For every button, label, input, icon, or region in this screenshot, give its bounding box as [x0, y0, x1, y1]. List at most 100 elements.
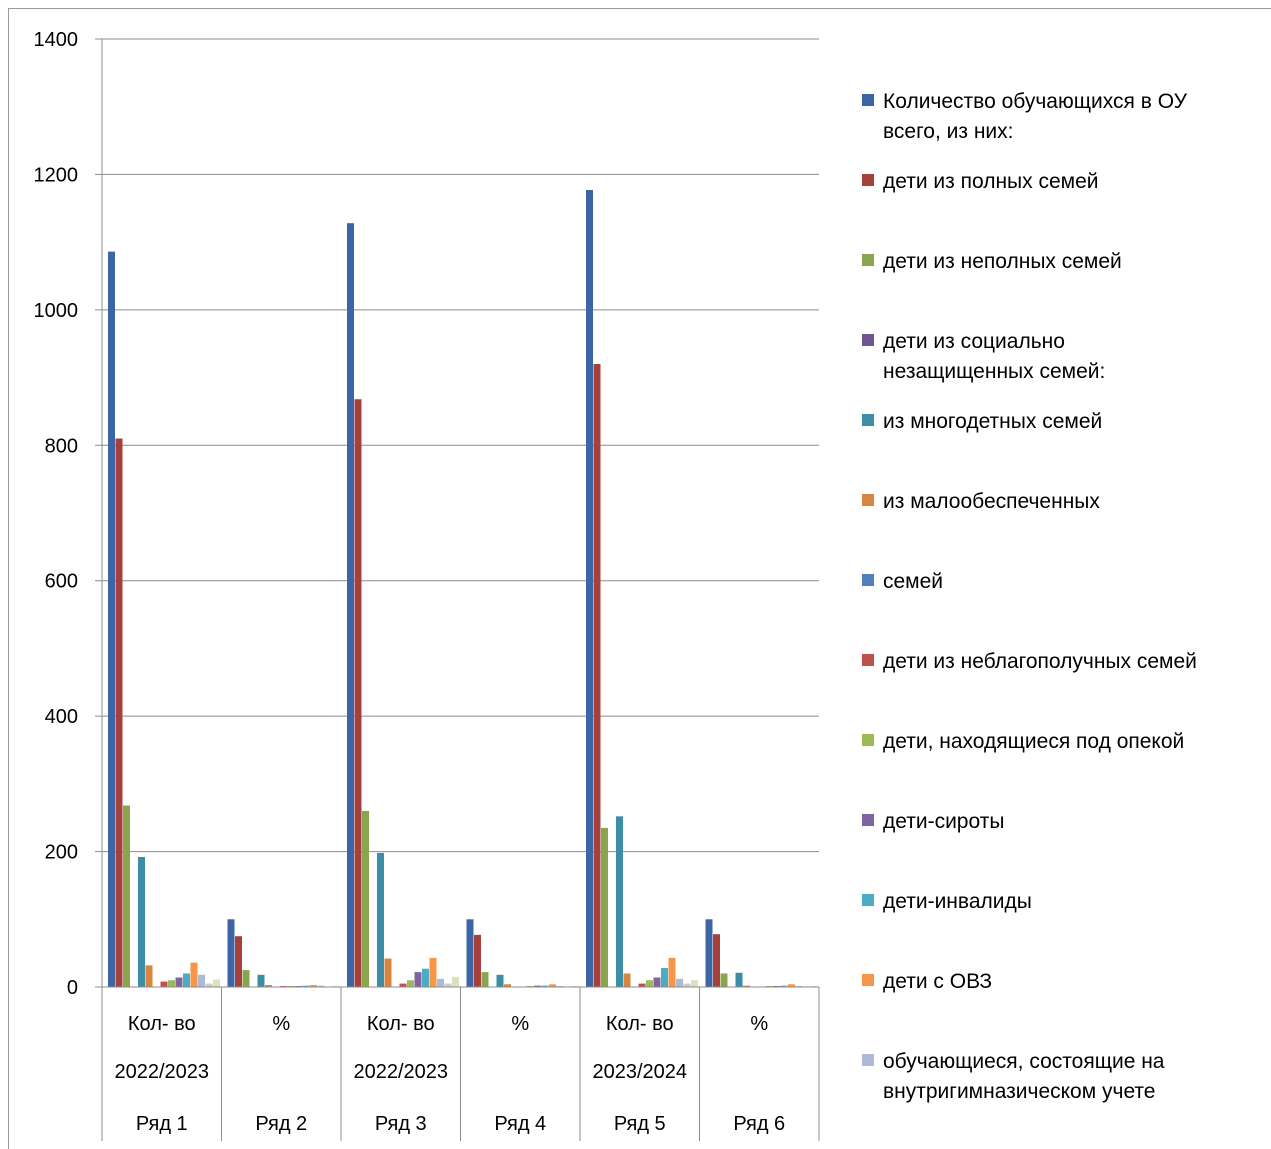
legend-label: дети из неблагополучных семей — [883, 650, 1197, 673]
bar — [138, 856, 145, 987]
legend-label: дети-инвалиды — [883, 890, 1032, 913]
bar — [541, 985, 549, 987]
x-category-label: Ряд 6 — [733, 1113, 785, 1135]
legend-label: обучающиеся, состоящие на внутригимназиче… — [883, 1050, 1165, 1103]
bar — [257, 974, 265, 987]
bar — [534, 985, 541, 987]
legend-label: дети из неполных семей — [883, 250, 1122, 273]
x-category-label: % — [750, 1013, 768, 1035]
bar — [265, 984, 272, 987]
bar — [242, 970, 250, 987]
bar — [437, 978, 444, 987]
bar — [362, 810, 369, 987]
bar — [160, 981, 168, 987]
legend-swatch — [862, 334, 874, 346]
legend-swatch — [862, 94, 874, 106]
legend-swatch — [862, 494, 874, 506]
legend-label: дети, находящиеся под опекой — [883, 730, 1184, 753]
bar — [183, 973, 190, 987]
legend-swatch — [862, 814, 874, 826]
legend-label: дети с ОВЗ — [883, 970, 992, 993]
bar — [354, 399, 362, 987]
bar — [145, 965, 153, 987]
legend: Количество обучающихся в ОУ всего, из них… — [862, 90, 1197, 1103]
legend-swatch — [862, 254, 874, 266]
legend-swatch — [862, 1054, 874, 1066]
bar — [399, 983, 407, 987]
bar — [123, 805, 130, 987]
x-category-label: 2022/2023 — [353, 1061, 448, 1083]
bar — [205, 983, 213, 987]
legend-label: из многодетных семей — [883, 410, 1102, 433]
y-tick-label: 1400 — [34, 29, 79, 51]
x-category-label: Кол- во — [128, 1013, 196, 1035]
y-tick-label: 0 — [67, 977, 78, 999]
chart-frame — [8, 8, 1271, 1149]
bar — [788, 984, 795, 987]
legend-label: дети из социально незащищенных семей: — [883, 330, 1105, 383]
x-category-label: Кол- во — [606, 1013, 674, 1035]
legend-label: Количество обучающихся в ОУ всего, из них… — [883, 90, 1188, 143]
bar — [661, 968, 668, 987]
bar — [347, 223, 354, 987]
bar — [317, 985, 325, 987]
legend-label-line: Количество обучающихся в ОУ — [883, 90, 1188, 113]
x-category-label: Ряд 4 — [494, 1113, 546, 1135]
bar — [310, 984, 317, 987]
bar — [780, 985, 788, 987]
bar — [668, 957, 676, 987]
bar — [452, 976, 459, 987]
x-category-label: Ряд 3 — [375, 1113, 427, 1135]
bar — [616, 816, 623, 987]
bar — [593, 364, 601, 987]
bar — [474, 934, 481, 987]
bar — [227, 919, 235, 987]
legend-label-line: дети из социально — [883, 330, 1065, 353]
legend-swatch — [862, 734, 874, 746]
bar — [302, 985, 310, 987]
bars — [108, 190, 818, 987]
bar — [646, 980, 653, 987]
bar — [743, 985, 750, 987]
x-category-label: 2023/2024 — [592, 1061, 687, 1083]
legend-label: дети из полных семей — [883, 170, 1099, 193]
legend-label-line: незащищенных семей: — [883, 360, 1105, 383]
bar — [713, 934, 720, 987]
bar — [638, 983, 646, 987]
bar — [586, 190, 593, 987]
bar — [676, 978, 683, 987]
legend-label: из малообеспеченных — [883, 490, 1100, 513]
y-tick-label: 400 — [45, 706, 78, 728]
bar — [384, 958, 392, 987]
bar — [108, 251, 115, 987]
legend-swatch — [862, 654, 874, 666]
bar — [414, 972, 422, 987]
bar — [735, 972, 743, 987]
legend-label: семей — [883, 570, 943, 593]
legend-label: дети-сироты — [883, 810, 1004, 833]
bar — [213, 979, 220, 987]
bar — [653, 977, 661, 987]
bar — [720, 973, 728, 987]
bar — [683, 983, 691, 987]
x-category-label: Ряд 1 — [136, 1113, 188, 1135]
bar — [466, 919, 474, 987]
bar — [175, 977, 183, 987]
bar — [115, 438, 123, 987]
y-tick-label: 1000 — [34, 300, 79, 322]
bar — [377, 852, 384, 987]
bar — [235, 936, 242, 987]
bar — [168, 980, 175, 987]
axes: 0 200 400 600 800 1000 1200 1400 Кол- во 2022/202… — [34, 29, 820, 1141]
y-tick-label: 800 — [45, 435, 78, 457]
y-tick-label: 600 — [45, 571, 78, 593]
x-category-label: % — [272, 1013, 290, 1035]
bar — [496, 974, 504, 987]
gridlines — [102, 38, 819, 853]
x-category-label: Кол- во — [367, 1013, 435, 1035]
bar — [422, 968, 429, 987]
bar — [444, 983, 452, 987]
x-category-label: Ряд 2 — [255, 1113, 307, 1135]
bar — [407, 980, 414, 987]
